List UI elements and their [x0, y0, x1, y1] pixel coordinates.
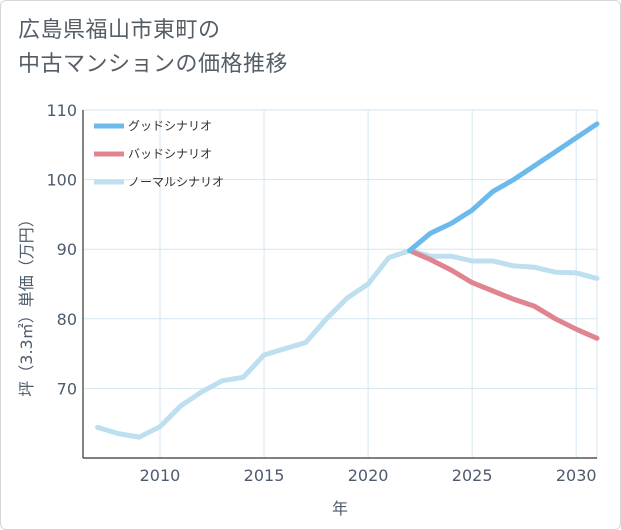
series-line-2	[95, 248, 600, 440]
series-lines	[95, 121, 600, 440]
x-tick-label: 2025	[452, 466, 493, 485]
x-tick-label: 2010	[140, 466, 181, 485]
chart-title-line-2: 中古マンションの価格推移	[18, 52, 289, 77]
axes: 2010 2015 2020 2025 2030 70 80 90 100 110	[46, 101, 597, 485]
legend-label-0: グッドシナリオ	[128, 119, 212, 133]
series-line-0	[407, 121, 600, 254]
legend-label-2: ノーマルシナリオ	[128, 175, 224, 189]
y-tick-label: 80	[57, 310, 77, 329]
grid	[82, 109, 598, 459]
x-axis-title: 年	[332, 499, 348, 518]
chart-title: 広島県福山市東町の 中古マンションの価格推移	[18, 14, 438, 82]
chart-title-line-1: 広島県福山市東町の	[18, 18, 221, 43]
y-tick-label: 110	[46, 101, 77, 120]
legend-label-1: バッドシナリオ	[128, 147, 212, 161]
y-tick-label: 90	[57, 240, 77, 259]
x-tick-label: 2015	[244, 466, 285, 485]
x-tick-label: 2030	[556, 466, 597, 485]
y-tick-label: 70	[57, 379, 77, 398]
series-line-1	[407, 248, 600, 341]
y-axis-title: 坪（3.3㎡）単価（万円）	[17, 211, 36, 396]
y-tick-label: 100	[46, 171, 77, 190]
x-tick-label: 2020	[348, 466, 389, 485]
